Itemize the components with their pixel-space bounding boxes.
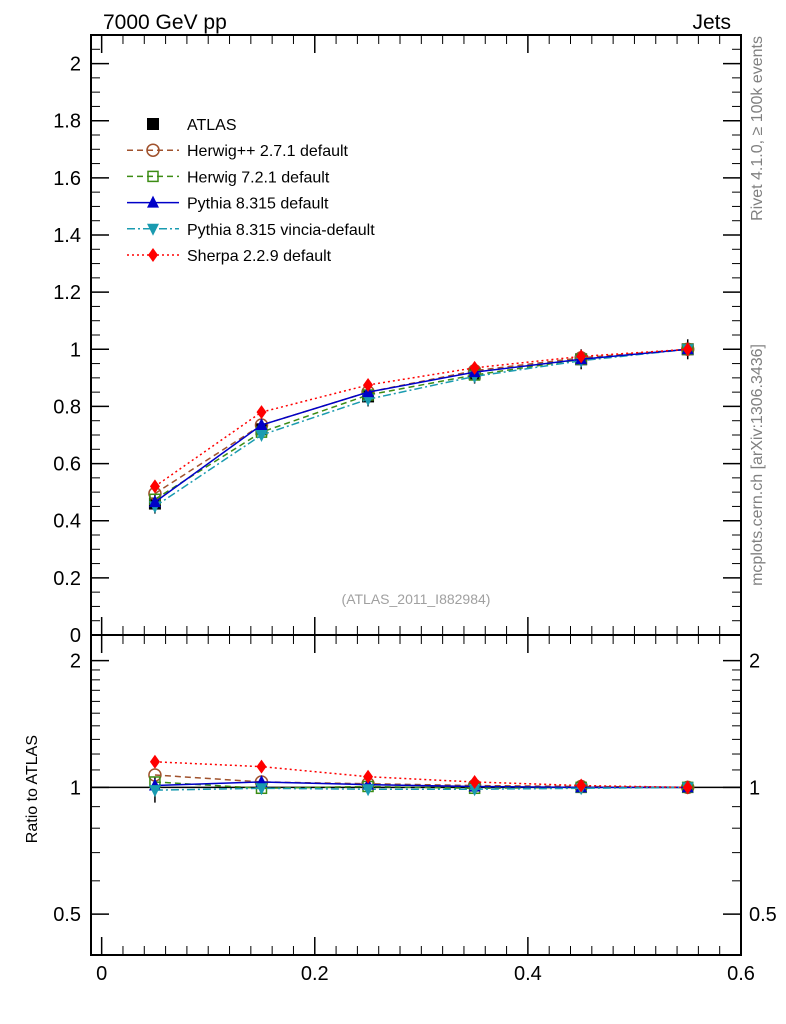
main-y-tick-label: 1.6 <box>53 168 81 190</box>
ratio-point-sherpa <box>682 780 693 795</box>
point-sherpa <box>256 405 267 420</box>
point-pythia <box>148 495 161 508</box>
ratio-line-pythia <box>154 781 688 789</box>
ratio-series-vincia <box>148 782 694 798</box>
main-y-tick-label: 0 <box>70 625 81 647</box>
x-tick-label: 0.2 <box>301 963 329 985</box>
main-y-tick-label: 0.4 <box>53 511 81 533</box>
main-y-tick-label: 1 <box>70 339 81 361</box>
point-sherpa <box>576 349 587 364</box>
legend-marker-sherpa <box>148 248 158 262</box>
series-herwigpp <box>148 342 695 501</box>
ratio-series-herwigpp <box>148 768 695 795</box>
ratio-point-vincia <box>362 784 375 797</box>
analysis-annotation: (ATLAS_2011_I882984) <box>342 591 491 607</box>
header-left: 7000 GeV pp <box>103 11 227 34</box>
legend-label: Herwig++ 2.7.1 default <box>187 143 349 160</box>
ratio-axis-ticks: 0.5 0.5 1 1 2 2 <box>53 35 777 955</box>
point-sherpa <box>149 479 160 494</box>
ratio-y-tick-label-right: 0.5 <box>749 904 777 926</box>
point-vincia <box>255 430 268 442</box>
ratio-point-vincia <box>468 784 481 797</box>
point-pythia <box>255 418 268 430</box>
legend-entry-vincia: Pythia 8.315 vincia-default <box>127 222 375 239</box>
point-sherpa <box>682 342 693 357</box>
ratio-y-tick-label: 1 <box>70 777 81 799</box>
series-sherpa <box>149 342 693 494</box>
main-y-tick-label: 1.8 <box>53 111 81 133</box>
series-vincia <box>148 344 694 514</box>
legend-entry-sherpa: Sherpa 2.2.9 default <box>127 248 332 265</box>
header-right: Jets <box>692 11 731 34</box>
legend-label: Pythia 8.315 default <box>187 196 329 213</box>
legend-entry-herwigpp: Herwig++ 2.7.1 default <box>127 143 349 160</box>
ratio-point-sherpa <box>256 759 267 774</box>
legend-label: Sherpa 2.2.9 default <box>187 248 332 265</box>
ratio-y-tick-label: 0.5 <box>53 904 81 926</box>
legend-label: ATLAS <box>187 117 237 134</box>
main-y-tick-label: 2 <box>70 54 81 76</box>
legend-marker-pythia <box>147 195 159 208</box>
legend-entry-atlas: ATLAS <box>147 117 237 134</box>
series-line-pythia <box>154 348 688 503</box>
side-text-bottom: mcplots.cern.ch [arXiv:1306.3436] <box>749 344 766 586</box>
x-tick-label: 0 <box>96 963 107 985</box>
point-sherpa <box>469 360 480 375</box>
ratio-point-sherpa <box>363 769 374 784</box>
main-y-tick-labels: 0 0.2 0.4 0.6 0.8 1 1.2 1.4 1.6 1.8 2 <box>53 54 81 647</box>
ratio-point-vincia <box>255 783 268 796</box>
main-y-tick-label: 0.2 <box>53 568 81 590</box>
legend-entry-herwig7: Herwig 7.2.1 default <box>127 169 330 186</box>
main-y-tick-label: 0.6 <box>53 454 81 476</box>
ratio-point-vincia <box>148 785 161 798</box>
legend-entry-pythia: Pythia 8.315 default <box>127 195 329 213</box>
main-series-group <box>148 339 695 514</box>
ratio-point-sherpa <box>469 774 480 789</box>
x-tick-labels: 0 0.2 0.4 0.6 <box>96 963 755 985</box>
legend-marker-herwig7 <box>147 170 159 183</box>
legend-label: Herwig 7.2.1 default <box>187 169 330 186</box>
point-vincia <box>362 394 375 407</box>
ratio-series-sherpa <box>149 754 693 795</box>
main-y-tick-label: 0.8 <box>53 396 81 418</box>
legend-marker-vincia <box>147 223 159 236</box>
main-axis-ticks <box>91 48 741 636</box>
ratio-point-sherpa <box>149 754 160 769</box>
series-pythia <box>148 342 694 508</box>
ratio-line-herwigpp <box>154 774 688 789</box>
ratio-y-tick-label: 2 <box>70 651 81 673</box>
ratio-panel-frame <box>90 634 742 956</box>
ratio-line-vincia <box>154 786 688 791</box>
series-line-herwig7 <box>154 348 688 500</box>
main-y-tick-label: 1.2 <box>53 282 81 304</box>
main-y-tick-label: 1.4 <box>53 225 81 247</box>
x-tick-label: 0.4 <box>514 963 542 985</box>
ratio-series-group <box>148 754 695 803</box>
ratio-point-sherpa <box>576 778 587 793</box>
legend-marker-atlas <box>147 118 159 130</box>
series-line-vincia <box>154 348 688 508</box>
ratio-y-tick-label-right: 2 <box>749 651 760 673</box>
series-atlas <box>148 339 694 514</box>
ratio-series-pythia <box>148 774 694 793</box>
series-line-sherpa <box>154 348 688 488</box>
x-tick-label: 0.6 <box>727 963 755 985</box>
ratio-y-axis-label: Ratio to ATLAS <box>24 735 41 843</box>
ratio-y-tick-label-right: 1 <box>749 777 760 799</box>
series-line-herwigpp <box>154 348 688 495</box>
legend: ATLAS Herwig++ 2.7.1 default Herwig 7.2.1 … <box>127 117 375 265</box>
legend-label: Pythia 8.315 vincia-default <box>187 222 375 239</box>
side-text-top: Rivet 4.1.0, ≥ 100k events <box>749 36 766 221</box>
point-sherpa <box>363 378 374 392</box>
legend-marker-herwigpp <box>146 143 160 157</box>
series-herwig7 <box>149 343 694 506</box>
